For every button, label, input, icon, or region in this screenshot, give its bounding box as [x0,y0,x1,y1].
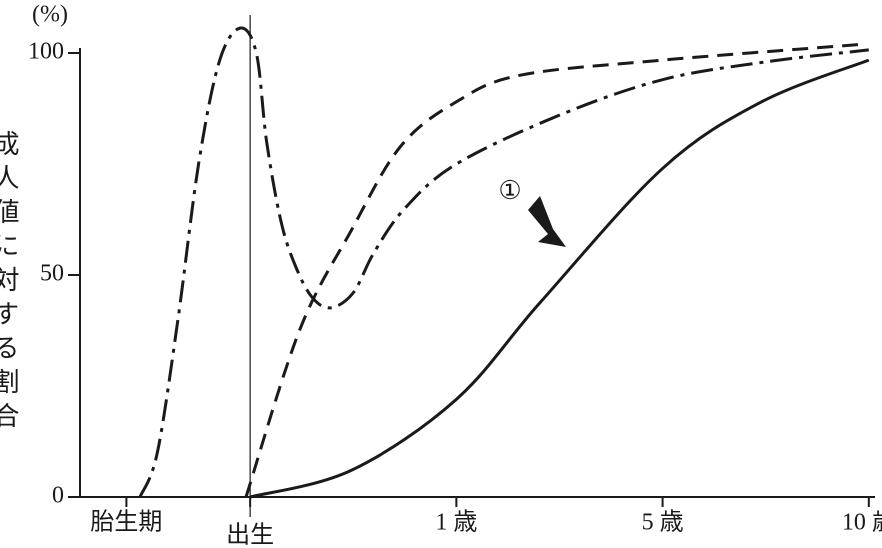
annotation-arrow [528,196,566,247]
series-line [244,42,865,498]
y-axis-label: 成人値に対する割合 [0,130,19,436]
annotation: ① [498,176,521,205]
series-line [138,26,869,498]
y-tick-label: 50 [40,261,64,287]
x-tick-label: 10 歳 [842,509,882,536]
series-line [249,58,870,499]
y-tick-label: 0 [52,483,64,509]
y-unit-label: (%) [32,2,68,28]
x-tick-label: 出生 [226,522,274,548]
y-tick-label: 100 [28,39,64,65]
x-tick-label: 5 歳 [642,509,684,536]
x-tick-label: 胎生期 [90,509,162,536]
x-tick-label: 1 歳 [435,509,477,536]
